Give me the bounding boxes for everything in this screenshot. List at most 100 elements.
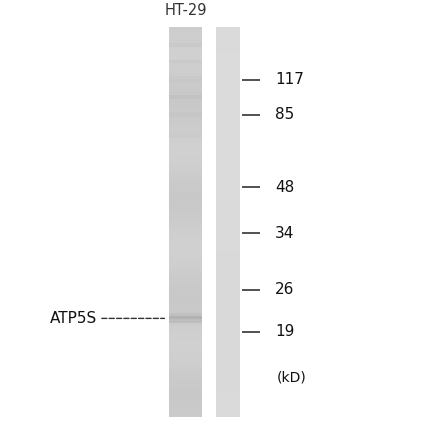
- Bar: [169, 27, 202, 31]
- Bar: [216, 89, 240, 92]
- Bar: [169, 310, 202, 313]
- Bar: [216, 242, 240, 245]
- Bar: [216, 378, 240, 381]
- Bar: [216, 326, 240, 329]
- Bar: [216, 161, 240, 164]
- Bar: [169, 319, 202, 323]
- Bar: [216, 56, 240, 60]
- Bar: [216, 258, 240, 261]
- Bar: [169, 388, 202, 391]
- Bar: [216, 144, 240, 148]
- Bar: [169, 60, 202, 63]
- Bar: [216, 228, 240, 232]
- Bar: [169, 228, 202, 232]
- Bar: [216, 147, 240, 151]
- Bar: [169, 271, 202, 274]
- Text: 48: 48: [275, 179, 294, 194]
- Bar: [169, 176, 202, 180]
- Bar: [216, 27, 240, 31]
- Bar: [216, 287, 240, 291]
- Bar: [169, 79, 202, 82]
- Bar: [169, 268, 202, 271]
- Bar: [169, 63, 202, 67]
- Bar: [169, 362, 202, 365]
- Bar: [216, 365, 240, 368]
- Bar: [216, 108, 240, 112]
- Bar: [216, 280, 240, 284]
- Bar: [216, 92, 240, 96]
- Bar: [216, 170, 240, 174]
- Bar: [216, 79, 240, 82]
- Bar: [169, 131, 202, 135]
- Bar: [216, 323, 240, 326]
- Bar: [169, 342, 202, 346]
- Bar: [216, 388, 240, 391]
- Bar: [169, 349, 202, 352]
- Bar: [169, 355, 202, 359]
- Bar: [169, 242, 202, 245]
- Bar: [216, 30, 240, 34]
- Bar: [216, 183, 240, 187]
- Bar: [169, 151, 202, 154]
- Bar: [169, 30, 202, 34]
- Bar: [216, 40, 240, 44]
- Bar: [216, 66, 240, 70]
- Text: 85: 85: [275, 107, 294, 122]
- Bar: [169, 397, 202, 401]
- Text: 34: 34: [275, 225, 294, 240]
- Bar: [216, 397, 240, 401]
- Bar: [216, 381, 240, 385]
- Bar: [216, 82, 240, 86]
- Text: 26: 26: [275, 282, 294, 297]
- Bar: [169, 173, 202, 177]
- Bar: [216, 53, 240, 56]
- Bar: [216, 196, 240, 199]
- Bar: [216, 345, 240, 349]
- Bar: [216, 339, 240, 343]
- Bar: [216, 173, 240, 177]
- Bar: [169, 277, 202, 281]
- Bar: [169, 164, 202, 167]
- Bar: [216, 138, 240, 141]
- Bar: [216, 141, 240, 144]
- Bar: [169, 170, 202, 174]
- Bar: [169, 297, 202, 300]
- Bar: [169, 300, 202, 303]
- Bar: [216, 206, 240, 209]
- Bar: [169, 50, 202, 53]
- Text: 117: 117: [275, 72, 304, 87]
- Bar: [169, 216, 202, 219]
- Bar: [216, 411, 240, 414]
- Bar: [216, 261, 240, 265]
- Bar: [216, 209, 240, 213]
- Text: (kD): (kD): [277, 370, 307, 385]
- Bar: [216, 319, 240, 323]
- Bar: [169, 219, 202, 222]
- Bar: [216, 121, 240, 125]
- Bar: [169, 316, 202, 320]
- Bar: [216, 86, 240, 89]
- Bar: [216, 394, 240, 398]
- Bar: [169, 56, 202, 60]
- Bar: [216, 277, 240, 281]
- Bar: [216, 202, 240, 206]
- Bar: [169, 199, 202, 203]
- Bar: [169, 206, 202, 209]
- Bar: [216, 355, 240, 359]
- Bar: [216, 128, 240, 131]
- Bar: [169, 135, 202, 138]
- Bar: [169, 121, 202, 125]
- Bar: [169, 404, 202, 407]
- Bar: [216, 284, 240, 287]
- Bar: [169, 190, 202, 193]
- Bar: [216, 297, 240, 300]
- Bar: [216, 359, 240, 362]
- Bar: [216, 375, 240, 378]
- Bar: [216, 157, 240, 161]
- Bar: [216, 313, 240, 317]
- Bar: [216, 216, 240, 219]
- Bar: [169, 303, 202, 306]
- Bar: [216, 336, 240, 339]
- Bar: [216, 176, 240, 180]
- Bar: [169, 381, 202, 385]
